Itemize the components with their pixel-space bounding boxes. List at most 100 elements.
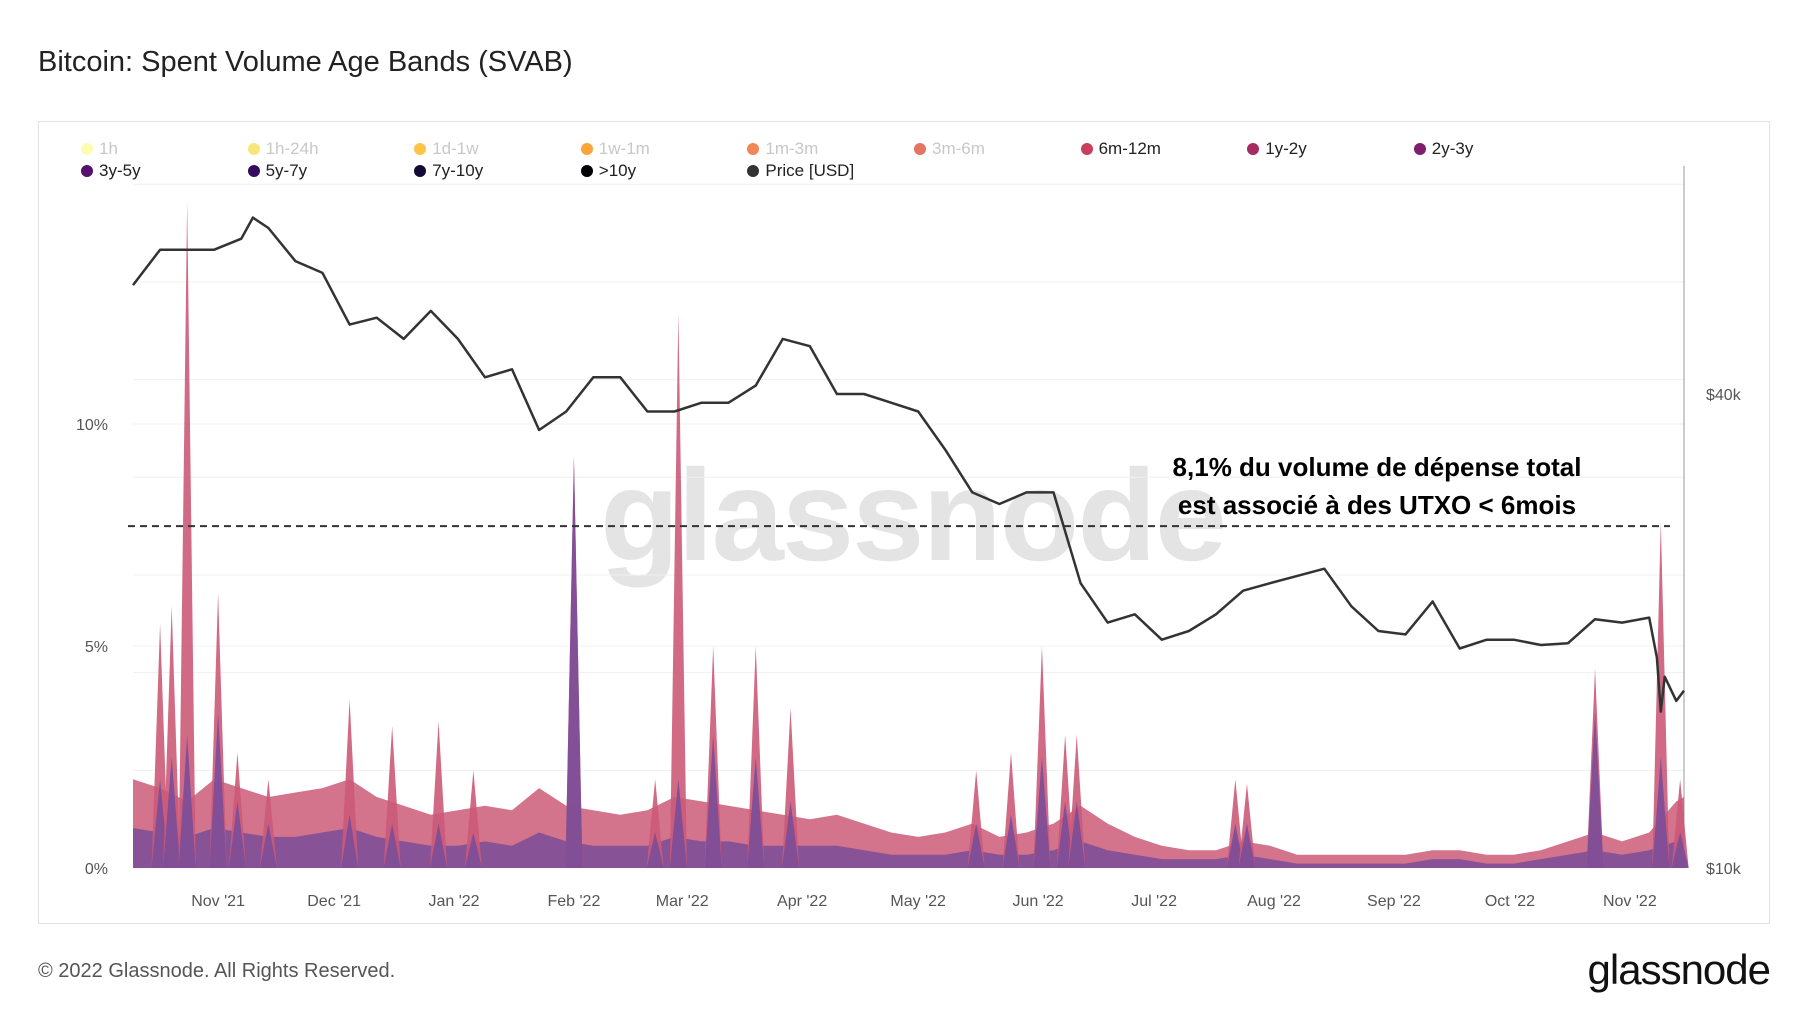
y-right-tick-label: $40k bbox=[1706, 387, 1742, 404]
volume-spike-older-2021-10-24 bbox=[178, 734, 196, 868]
volume-spike-older-2022-02-28 bbox=[669, 779, 687, 868]
annotation-line-2: est associé à des UTXO < 6mois bbox=[1177, 490, 1577, 520]
legend-item-1d-1w[interactable]: 1d-1w bbox=[414, 139, 479, 159]
volume-spike-older-2021-11-01 bbox=[209, 712, 227, 868]
x-tick-label: Jul '22 bbox=[1131, 893, 1177, 910]
legend-dot-icon bbox=[1247, 143, 1260, 155]
y-left-tick-label: 0% bbox=[85, 861, 108, 878]
chart-title: Bitcoin: Spent Volume Age Bands (SVAB) bbox=[38, 46, 573, 78]
volume-spike-older-2022-03-29 bbox=[782, 801, 800, 868]
legend-label: 1m-3m bbox=[765, 139, 819, 158]
x-tick-label: Mar '22 bbox=[656, 893, 709, 910]
volume-spike-older-2022-07-25 bbox=[1238, 823, 1256, 868]
volume-spike-2021-10-20 bbox=[163, 606, 181, 868]
legend-label: 1h bbox=[99, 139, 118, 158]
legend-label: 1w-1m bbox=[598, 139, 650, 158]
watermark: glassnode bbox=[600, 442, 1227, 588]
x-tick-label: May '22 bbox=[890, 893, 946, 910]
legend-label: 3y-5y bbox=[99, 161, 141, 180]
legend-dot-icon bbox=[1413, 143, 1426, 155]
volume-spike-older-2022-11-09 bbox=[1652, 757, 1670, 868]
legend-dot-icon bbox=[914, 143, 926, 155]
legend-dot-icon bbox=[747, 143, 760, 155]
legend-item-3y-5y[interactable]: 3y-5y bbox=[81, 161, 141, 181]
legend-label: >10y bbox=[598, 161, 637, 180]
volume-spike-older-2022-06-02 bbox=[1033, 757, 1051, 868]
legend-label: 1y-2y bbox=[1265, 139, 1307, 158]
legend-label: 2y-3y bbox=[1431, 139, 1474, 158]
volume-spike-2021-12-28 bbox=[430, 721, 448, 868]
legend-label: 7y-10y bbox=[432, 161, 484, 180]
volume-area-older-bands bbox=[133, 828, 1684, 868]
legend-item-1m-3m[interactable]: 1m-3m bbox=[747, 139, 818, 159]
legend-item-3m-6m[interactable]: 3m-6m bbox=[914, 139, 985, 159]
y-left-tick-label: 5% bbox=[85, 639, 108, 656]
legend-dot-icon bbox=[81, 165, 93, 177]
legend-item--10y[interactable]: >10y bbox=[580, 161, 637, 181]
x-tick-label: Jan '22 bbox=[428, 893, 479, 910]
legend-item-1w-1m[interactable]: 1w-1m bbox=[580, 139, 650, 159]
volume-spike-older-2022-02-22 bbox=[646, 832, 664, 868]
volume-spike-older-2022-06-11 bbox=[1068, 801, 1086, 868]
x-tick-label: Nov '21 bbox=[191, 893, 245, 910]
x-tick-label: Oct '22 bbox=[1485, 893, 1535, 910]
x-tick-label: Nov '22 bbox=[1603, 893, 1657, 910]
y-right-tick-label: $10k bbox=[1706, 861, 1742, 878]
x-tick-label: Feb '22 bbox=[547, 893, 600, 910]
volume-spike-2022-01-06 bbox=[464, 770, 482, 868]
chart-frame bbox=[38, 121, 1770, 924]
volume-spike-older-2021-12-28 bbox=[430, 823, 448, 868]
legend-dot-icon bbox=[414, 143, 427, 155]
volume-spike-2022-05-16 bbox=[967, 770, 985, 868]
volume-spike-older-2022-05-25 bbox=[1002, 814, 1020, 868]
x-tick-label: Apr '22 bbox=[777, 893, 827, 910]
volume-spike-2022-03-29 bbox=[782, 708, 800, 868]
volume-spike-older-2022-01-06 bbox=[464, 832, 482, 868]
legend-dot-icon bbox=[580, 143, 593, 155]
volume-spike-2021-12-05 bbox=[341, 699, 359, 868]
legend-dot-icon bbox=[580, 165, 593, 177]
volume-spike-older-2022-11-14 bbox=[1671, 832, 1689, 868]
legend-dot-icon bbox=[1080, 143, 1093, 155]
legend-item-price-usd-[interactable]: Price [USD] bbox=[747, 161, 854, 181]
volume-spike-2021-12-16 bbox=[383, 725, 401, 868]
volume-spike-2021-10-17 bbox=[151, 623, 169, 868]
copyright-footer: © 2022 Glassnode. All Rights Reserved. bbox=[38, 960, 396, 982]
volume-spike-older-2022-02-01 bbox=[565, 459, 583, 868]
legend-item-2y-3y[interactable]: 2y-3y bbox=[1413, 139, 1474, 159]
legend-dot-icon bbox=[81, 143, 93, 155]
legend-dot-icon bbox=[247, 165, 260, 177]
legend-item-6m-12m[interactable]: 6m-12m bbox=[1080, 139, 1161, 159]
price-line bbox=[132, 216, 1686, 713]
x-tick-label: Sep '22 bbox=[1367, 893, 1421, 910]
x-tick-label: Aug '22 bbox=[1247, 893, 1301, 910]
legend-item-1y-2y[interactable]: 1y-2y bbox=[1247, 139, 1307, 159]
volume-spike-older-2021-11-06 bbox=[228, 801, 246, 868]
legend-dot-icon bbox=[247, 143, 260, 155]
legend-label: Price [USD] bbox=[765, 161, 855, 180]
volume-spike-older-2022-03-20 bbox=[747, 757, 765, 868]
legend-item-1h-24h[interactable]: 1h-24h bbox=[247, 139, 319, 159]
legend-label: 3m-6m bbox=[932, 139, 985, 158]
legend-dot-icon bbox=[414, 165, 427, 177]
legend-item-7y-10y[interactable]: 7y-10y bbox=[414, 161, 483, 181]
volume-spike-older-2022-10-23 bbox=[1586, 712, 1604, 868]
legend-label: 1d-1w bbox=[432, 139, 479, 158]
volume-spike-older-2021-12-05 bbox=[341, 814, 359, 868]
x-tick-label: Jun '22 bbox=[1013, 893, 1064, 910]
legend-item-1h[interactable]: 1h bbox=[81, 139, 118, 159]
legend-dot-icon bbox=[747, 165, 760, 177]
y-left-tick-label: 10% bbox=[76, 417, 108, 434]
volume-spike-2022-02-22 bbox=[646, 779, 664, 868]
volume-spike-2022-11-14 bbox=[1671, 779, 1689, 868]
volume-spike-older-2021-10-20 bbox=[163, 757, 181, 868]
x-tick-label: Dec '21 bbox=[307, 893, 361, 910]
volume-spike-older-2021-12-16 bbox=[383, 823, 401, 868]
legend-label: 6m-12m bbox=[1098, 139, 1161, 158]
legend-label: 1h-24h bbox=[265, 139, 319, 158]
volume-spike-older-2021-11-14 bbox=[259, 823, 277, 868]
volume-spike-2022-05-25 bbox=[1002, 752, 1020, 868]
volume-spike-older-2022-05-16 bbox=[967, 823, 985, 868]
legend-item-5y-7y[interactable]: 5y-7y bbox=[247, 161, 307, 181]
